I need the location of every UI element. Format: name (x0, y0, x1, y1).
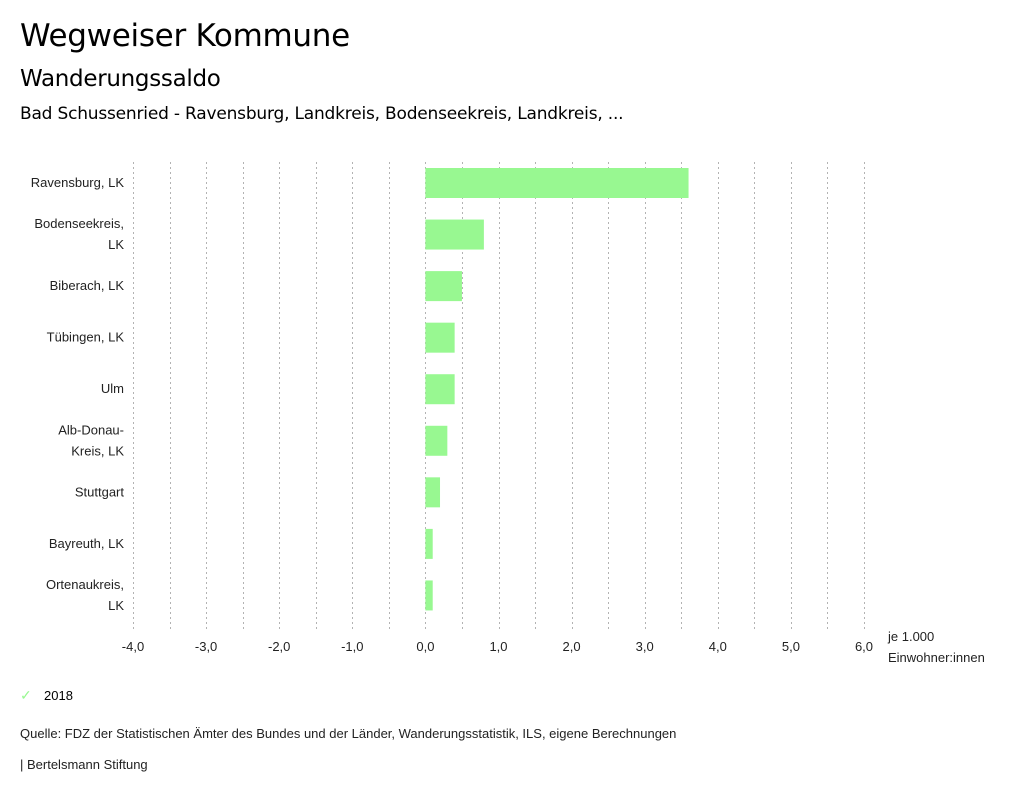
category-label: Ortenaukreis, LK (46, 577, 124, 613)
x-tick-label: 0,0 (416, 639, 434, 654)
x-tick-label: -3,0 (195, 639, 217, 654)
category-label-line: Ravensburg, LK (31, 175, 125, 190)
category-label: Ravensburg, LK (31, 175, 125, 190)
category-label-line: Bayreuth, LK (49, 536, 124, 551)
category-label: Bodenseekreis, LK (34, 216, 124, 252)
category-label-line: Bodenseekreis, (34, 216, 124, 231)
bar[interactable] (425, 374, 455, 405)
category-label: Ulm (101, 381, 124, 396)
bar[interactable] (425, 219, 484, 250)
chart-subtitle: Wanderungssaldo (20, 66, 221, 92)
category-label: Alb-Donau- Kreis, LK (58, 422, 124, 458)
category-label-line: Biberach, LK (50, 278, 125, 293)
x-tick-labels: -4,0 -3,0 -2,0 -1,0 0,0 1,0 2,0 3,0 4,0 5,0 6,0 (122, 639, 873, 654)
x-tick-label: -4,0 (122, 639, 144, 654)
category-label: Tübingen, LK (47, 330, 125, 345)
category-label-line: LK (108, 598, 124, 613)
bar[interactable] (425, 477, 441, 508)
category-label-line: Ortenaukreis, (46, 577, 124, 592)
check-icon[interactable]: ✓ (20, 687, 32, 703)
x-tick-label: -1,0 (341, 639, 363, 654)
category-label-line: Ulm (101, 381, 124, 396)
category-label: Biberach, LK (50, 278, 125, 293)
bar-chart: Ravensburg, LK Bodenseekreis, LK Biberach, … (31, 162, 985, 665)
bar[interactable] (425, 271, 462, 302)
chart-title: Wegweiser Kommune (20, 18, 350, 54)
x-tick-label: 3,0 (636, 639, 654, 654)
bar[interactable] (425, 168, 689, 198)
x-tick-label: 5,0 (782, 639, 800, 654)
x-tick-label: 2,0 (563, 639, 581, 654)
x-tick-label: 6,0 (855, 639, 873, 654)
x-tick-label: -2,0 (268, 639, 290, 654)
source-note: Quelle: FDZ der Statistischen Ämter des … (20, 726, 677, 741)
category-label: Bayreuth, LK (49, 536, 124, 551)
legend[interactable]: ✓ 2018 (20, 687, 73, 704)
bars (425, 168, 689, 611)
category-label-line: Alb-Donau- (58, 422, 124, 437)
category-label-line: Kreis, LK (71, 443, 124, 458)
gridlines (133, 162, 865, 630)
x-axis-label-line: je 1.000 (887, 629, 934, 644)
legend-item-2018[interactable]: 2018 (44, 688, 73, 703)
category-label-line: LK (108, 237, 124, 252)
credit-note: | Bertelsmann Stiftung (20, 757, 148, 772)
category-label-line: Tübingen, LK (47, 330, 125, 345)
region-selection: Bad Schussenried - Ravensburg, Landkreis… (20, 104, 624, 124)
x-tick-label: 4,0 (709, 639, 727, 654)
x-axis-unit-label: je 1.000 Einwohner:innen (887, 629, 985, 665)
bar[interactable] (425, 425, 448, 456)
x-tick-label: 1,0 (489, 639, 507, 654)
category-label: Stuttgart (75, 484, 125, 499)
bar[interactable] (425, 580, 433, 611)
category-label-line: Stuttgart (75, 484, 125, 499)
bar[interactable] (425, 322, 455, 353)
x-axis-label-line: Einwohner:innen (888, 650, 985, 665)
category-labels: Ravensburg, LK Bodenseekreis, LK Biberach, … (31, 175, 125, 613)
bar[interactable] (425, 528, 433, 559)
